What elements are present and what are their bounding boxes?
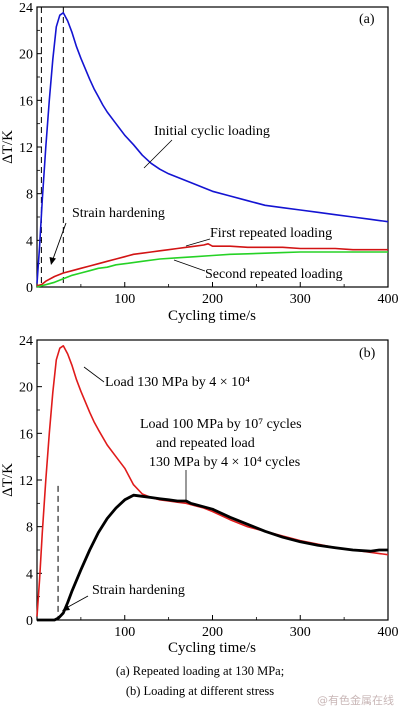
y-tick-label: 16 xyxy=(19,427,33,442)
panel-a: 0 4 8 12 16 20 24 100 200 300 400 (a) Cycling tim… xyxy=(0,1,399,324)
panel-a-series xyxy=(36,12,389,288)
panel-a-xlabel: Cycling time/s xyxy=(168,308,256,324)
y-tick-label: 8 xyxy=(26,521,33,536)
annotation-load-100-line2: and repeated load xyxy=(156,436,255,451)
annotation-first-repeated-loading: First repeated loading xyxy=(210,226,332,241)
annotation-strain-hardening-b: Strain hardening xyxy=(92,583,185,598)
panel-a-y-ticks: 0 4 8 12 16 20 24 xyxy=(19,1,42,296)
x-tick-label: 100 xyxy=(114,292,135,307)
caption-line-2: (b) Loading at different stress xyxy=(125,684,275,698)
panel-b-series xyxy=(36,344,389,622)
y-tick-label: 20 xyxy=(19,381,33,396)
panel-a-x-ticks: 100 200 300 400 xyxy=(80,282,399,307)
y-tick-label: 4 xyxy=(26,234,33,249)
x-tick-label: 100 xyxy=(114,625,135,640)
x-tick-label: 400 xyxy=(378,292,399,307)
y-tick-label: 12 xyxy=(19,474,33,489)
x-tick-label: 200 xyxy=(202,625,223,640)
y-tick-label: 12 xyxy=(19,141,33,156)
arrow-strain-hardening-b xyxy=(67,595,89,608)
y-tick-label: 24 xyxy=(19,334,33,349)
panel-b-x-ticks: 100 200 300 400 xyxy=(80,615,399,640)
annotation-strain-hardening-a: Strain hardening xyxy=(72,206,165,221)
x-tick-label: 300 xyxy=(290,625,311,640)
annotation-load-100-line1: Load 100 MPa by 10⁷ cycles xyxy=(140,417,302,432)
annotation-load-130: Load 130 MPa by 4 × 10⁴ xyxy=(105,375,250,390)
arrowhead-strain-hardening-b xyxy=(62,604,70,611)
panel-a-frame xyxy=(36,6,389,288)
panel-b-label: (b) xyxy=(359,346,376,361)
arrow-strain-hardening-a xyxy=(52,222,67,260)
series-line xyxy=(36,243,388,287)
x-tick-label: 400 xyxy=(378,625,399,640)
y-tick-label: 20 xyxy=(19,48,33,63)
y-tick-label: 16 xyxy=(19,94,33,109)
watermark: @有色金属在线 xyxy=(317,694,394,707)
panel-a-ylabel: ΔT/K xyxy=(0,130,16,164)
leader-first-repeated-loading xyxy=(185,238,211,247)
series-line xyxy=(36,12,389,284)
y-tick-label: 0 xyxy=(26,281,33,296)
x-tick-label: 300 xyxy=(290,292,311,307)
y-tick-label: 8 xyxy=(26,188,33,203)
panel-b: 0 4 8 12 16 20 24 100 200 300 400 (b) Cycling tim… xyxy=(0,334,399,656)
leader-load-130 xyxy=(83,366,105,383)
y-tick-label: 0 xyxy=(26,614,33,629)
panel-a-dashed-lines xyxy=(40,7,64,287)
series-line xyxy=(37,493,388,622)
series-line xyxy=(36,251,388,288)
y-tick-label: 24 xyxy=(19,1,33,16)
arrowhead-strain-hardening-a xyxy=(49,257,56,265)
annotation-second-repeated-loading: Second repeated loading xyxy=(205,267,343,282)
caption-line-1: (a) Repeated loading at 130 MPa; xyxy=(115,664,285,678)
y-tick-label: 4 xyxy=(26,567,33,582)
annotation-initial-cyclic-loading: Initial cyclic loading xyxy=(154,124,270,139)
panel-b-xlabel: Cycling time/s xyxy=(168,640,256,656)
panel-a-label: (a) xyxy=(359,12,375,27)
leader-second-repeated-loading xyxy=(173,259,206,272)
annotation-load-100-line3: 130 MPa by 4 × 10⁴ cycles xyxy=(149,455,300,470)
panel-b-y-ticks: 0 4 8 12 16 20 24 xyxy=(19,334,42,629)
leader-initial-cyclic-loading xyxy=(143,139,173,169)
panel-b-ylabel: ΔT/K xyxy=(0,463,16,497)
x-tick-label: 200 xyxy=(202,292,223,307)
